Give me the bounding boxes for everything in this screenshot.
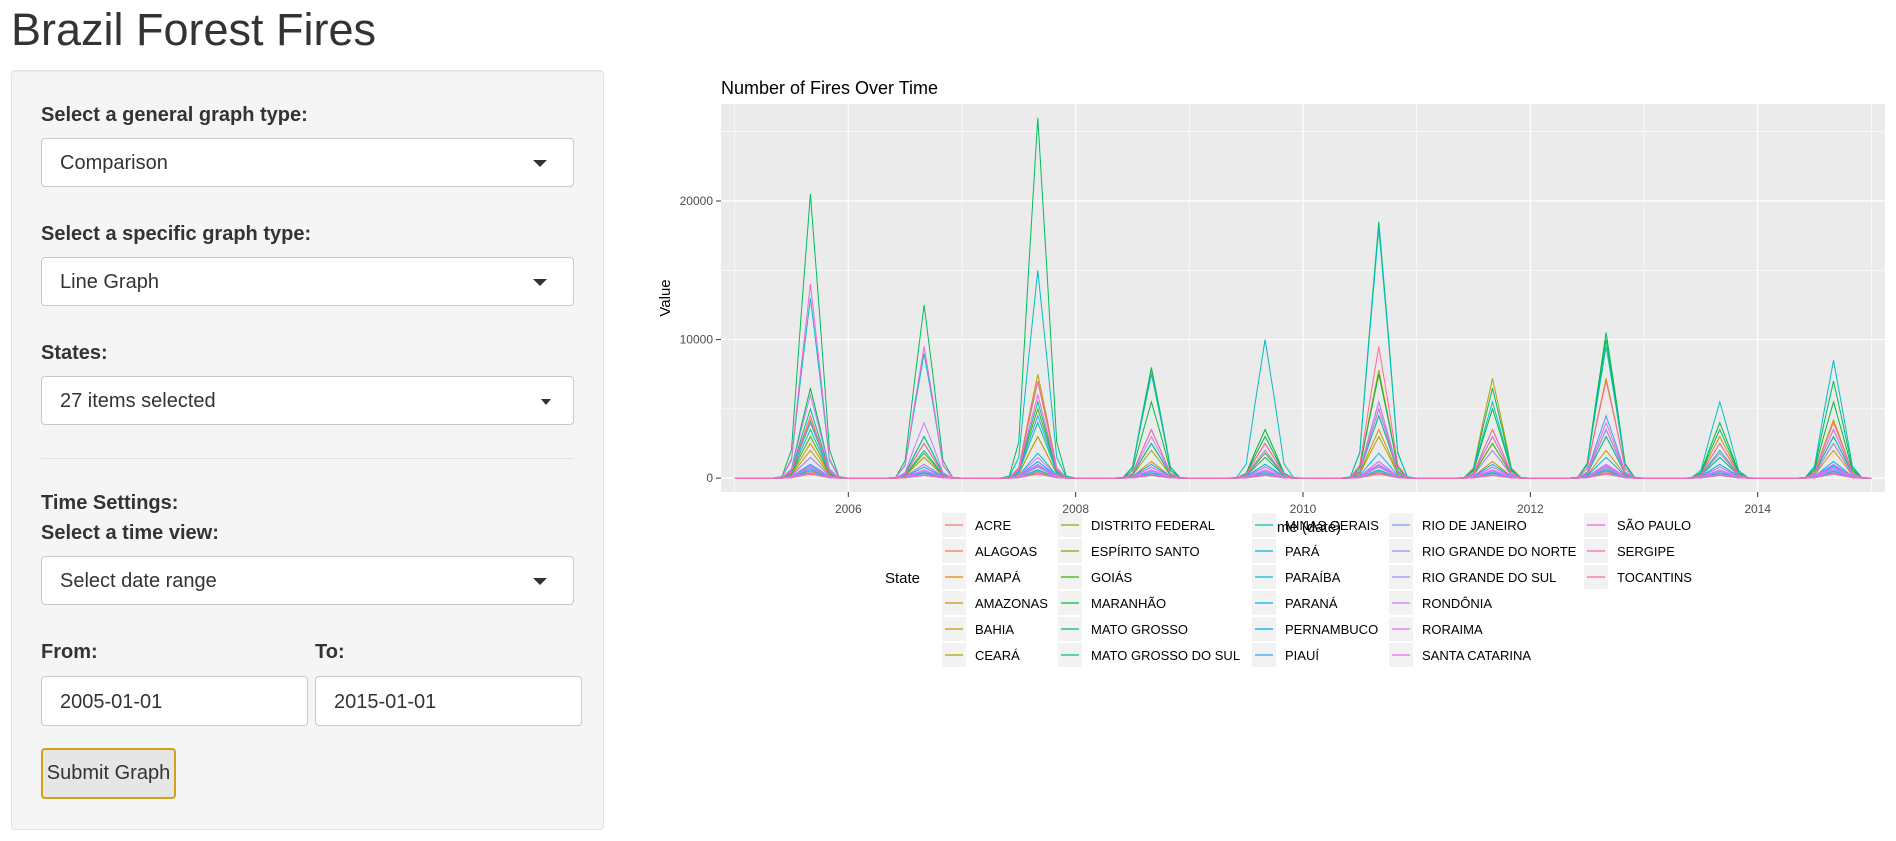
legend-item-label: GOIÁS (1091, 570, 1133, 585)
legend-item-label: SÃO PAULO (1617, 518, 1691, 533)
x-tick-label: 2014 (1744, 502, 1771, 516)
general-type-select[interactable]: Comparison (41, 138, 574, 187)
legend-item-label: AMAPÁ (975, 570, 1021, 585)
legend-item-label: MATO GROSSO DO SUL (1091, 648, 1240, 663)
sidebar-panel: Select a general graph type: Comparison … (11, 70, 604, 830)
legend-item-label: TOCANTINS (1617, 570, 1692, 585)
legend-item-label: PIAUÍ (1285, 648, 1319, 663)
legend-item-label: MINAS GERAIS (1285, 518, 1379, 533)
time-view-select[interactable]: Select date range (41, 556, 574, 605)
legend-item-label: MARANHÃO (1091, 596, 1166, 611)
time-settings-heading: Time Settings: (41, 492, 179, 514)
legend-item-label: PARÁ (1285, 544, 1320, 559)
legend-item-label: RIO GRANDE DO SUL (1422, 570, 1556, 585)
time-view-value: Select date range (60, 570, 217, 592)
legend-title: State (885, 570, 920, 587)
specific-type-value: Line Graph (60, 271, 159, 293)
legend-item-label: PERNAMBUCO (1285, 622, 1378, 637)
y-tick-label: 20000 (680, 194, 714, 208)
series-line (734, 346, 1872, 479)
legend-item-label: RIO DE JANEIRO (1422, 518, 1527, 533)
x-tick-label: 2010 (1290, 502, 1317, 516)
chart-title: Number of Fires Over Time (721, 78, 938, 98)
y-tick-label: 0 (706, 471, 713, 485)
legend-item-label: AMAZONAS (975, 596, 1048, 611)
x-tick-label: 2006 (835, 502, 862, 516)
legend-item-label: PARAÍBA (1285, 570, 1341, 585)
legend-item-label: ALAGOAS (975, 544, 1037, 559)
x-axis-title: Time (date) (1265, 519, 1341, 536)
states-value: 27 items selected (60, 390, 216, 412)
specific-type-label: Select a specific graph type: (41, 223, 312, 245)
to-date-input[interactable]: 2015-01-01 (315, 676, 582, 726)
series-lines (734, 117, 1872, 479)
legend-item-label: RIO GRANDE DO NORTE (1422, 544, 1577, 559)
legend-item-label: DISTRITO FEDERAL (1091, 518, 1215, 533)
to-date-value: 2015-01-01 (334, 691, 437, 713)
chevron-down-icon (533, 160, 547, 167)
specific-type-select[interactable]: Line Graph (41, 257, 574, 306)
app-title: Brazil Forest Fires (11, 4, 377, 55)
y-axis-title: Value (657, 279, 674, 316)
submit-graph-button[interactable]: Submit Graph (41, 748, 176, 799)
grid (721, 104, 1885, 492)
from-date-value: 2005-01-01 (60, 691, 163, 713)
x-tick-label: 2012 (1517, 502, 1544, 516)
sidebar-divider (41, 458, 574, 459)
legend-item-label: RORAIMA (1422, 622, 1483, 637)
line-chart: Number of Fires Over Time 2006 2008 2010 20… (657, 78, 1885, 667)
legend-item-label: BAHIA (975, 622, 1014, 637)
legend-item-label: PARANÁ (1285, 596, 1338, 611)
legend-item-label: SERGIPE (1617, 544, 1675, 559)
chevron-down-icon (541, 399, 551, 405)
legend-item-label: ACRE (975, 518, 1011, 533)
chevron-down-icon (533, 279, 547, 286)
legend-item-label: SANTA CATARINA (1422, 648, 1531, 663)
general-type-label: Select a general graph type: (41, 104, 308, 126)
legend-item-label: RONDÔNIA (1422, 596, 1492, 611)
states-label: States: (41, 342, 108, 364)
legend-item-label: ESPÍRITO SANTO (1091, 544, 1200, 559)
from-label: From: (41, 641, 98, 663)
legend: State ACRE ALAGOAS AMAPÁ AMAZONAS BAHIA CEARÁ… (885, 513, 1692, 667)
legend-item-label: MATO GROSSO (1091, 622, 1188, 637)
x-tick-label: 2008 (1062, 502, 1089, 516)
from-date-input[interactable]: 2005-01-01 (41, 676, 308, 726)
y-tick-label: 10000 (680, 333, 714, 347)
time-view-label: Select a time view: (41, 522, 219, 544)
general-type-value: Comparison (60, 152, 168, 174)
axes: 2006 2008 2010 2012 2014 0 10000 20000 (680, 194, 1772, 516)
to-label: To: (315, 641, 345, 663)
chevron-down-icon (533, 578, 547, 585)
legend-item-label: CEARÁ (975, 648, 1020, 663)
states-multiselect[interactable]: 27 items selected (41, 376, 574, 425)
chart-container: Number of Fires Over Time 2006 2008 2010 20… (640, 60, 1890, 680)
